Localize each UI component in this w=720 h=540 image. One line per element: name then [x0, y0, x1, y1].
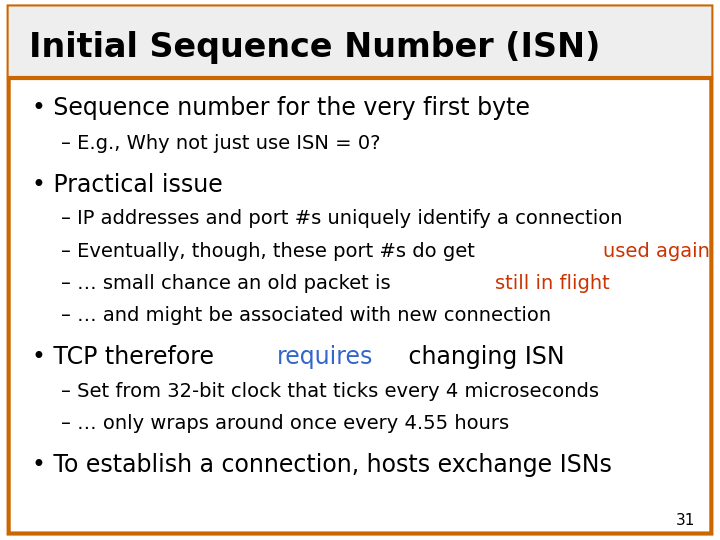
- Text: – … and might be associated with new connection: – … and might be associated with new con…: [61, 306, 552, 326]
- Text: requires: requires: [277, 346, 373, 369]
- Text: Initial Sequence Number (ISN): Initial Sequence Number (ISN): [29, 31, 600, 64]
- Text: still in flight: still in flight: [495, 274, 609, 293]
- FancyBboxPatch shape: [9, 6, 711, 78]
- Text: – … only wraps around once every 4.55 hours: – … only wraps around once every 4.55 ho…: [61, 414, 509, 434]
- Text: – Set from 32-bit clock that ticks every 4 microseconds: – Set from 32-bit clock that ticks every…: [61, 382, 599, 401]
- Text: 31: 31: [675, 513, 695, 528]
- Text: • TCP therefore: • TCP therefore: [32, 346, 222, 369]
- Text: • To establish a connection, hosts exchange ISNs: • To establish a connection, hosts excha…: [32, 454, 612, 477]
- Text: changing ISN: changing ISN: [401, 346, 565, 369]
- Text: • Practical issue: • Practical issue: [32, 173, 223, 197]
- Text: – E.g., Why not just use ISN = 0?: – E.g., Why not just use ISN = 0?: [61, 133, 381, 153]
- Text: – … small chance an old packet is: – … small chance an old packet is: [61, 274, 397, 293]
- Text: used again: used again: [603, 241, 710, 261]
- Text: – Eventually, though, these port #s do get: – Eventually, though, these port #s do g…: [61, 241, 482, 261]
- Text: • Sequence number for the very first byte: • Sequence number for the very first byt…: [32, 96, 531, 120]
- Text: – IP addresses and port #s uniquely identify a connection: – IP addresses and port #s uniquely iden…: [61, 209, 623, 228]
- FancyBboxPatch shape: [9, 6, 711, 534]
